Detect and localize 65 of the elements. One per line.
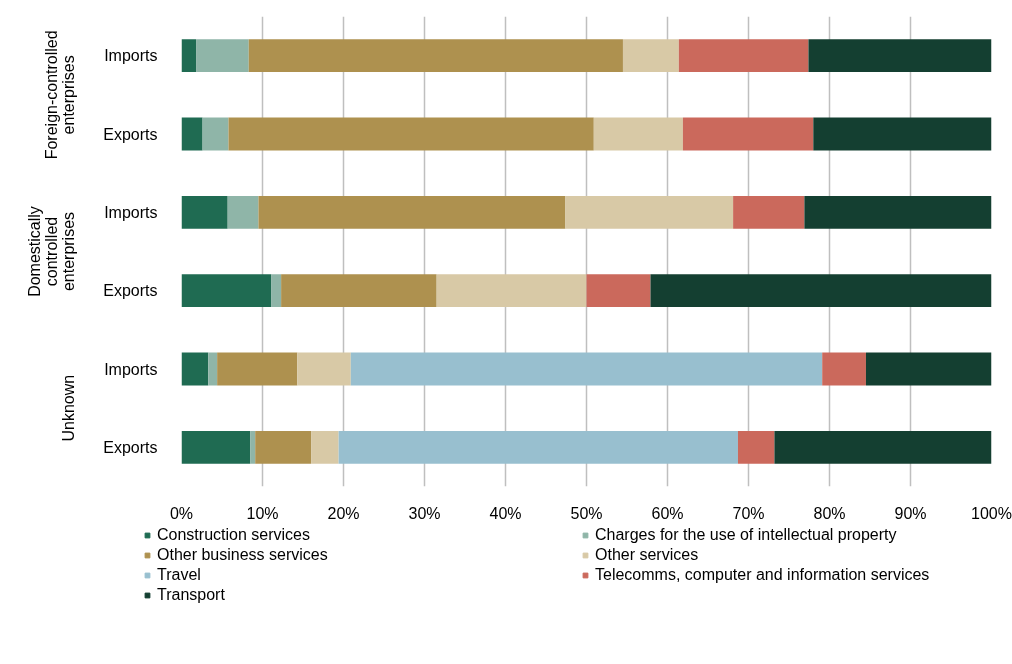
legend-label: Other services [595,546,700,564]
y-tick-label: Exports [103,282,158,300]
bar [678,39,809,73]
x-tick-label: 100% [971,504,1012,522]
bar [865,352,992,386]
bar [804,195,992,229]
x-tick-label: 40% [489,504,522,522]
text: Unknown [59,374,77,442]
bar [202,117,229,151]
bar [586,274,651,308]
bar [808,39,992,73]
x-tick-label: 80% [813,504,846,522]
x-tick-label: 70% [732,504,765,522]
bar [255,430,312,464]
legend-label: Construction services [157,526,311,544]
y-tick-label: Exports [103,438,158,456]
bar [181,39,197,73]
bar [593,117,683,151]
bar [565,195,734,229]
bar [196,39,249,73]
bar [258,195,566,229]
bar [774,430,992,464]
bar [250,430,256,464]
legend-label: Telecomms, computer and information services [595,566,931,584]
bar [181,117,203,151]
x-tick-label: 30% [408,504,441,522]
bar [248,39,623,73]
bar [217,352,298,386]
bar [271,274,282,308]
bar [281,274,437,308]
legend-label: Other business services [157,546,329,564]
y-tick-label: Imports [104,47,158,65]
y-tick-label: Exports [103,125,158,143]
bar [228,117,594,151]
bar [311,430,339,464]
bar [822,352,866,386]
x-tick-label: 10% [246,504,279,522]
bar [181,195,228,229]
bar [181,430,251,464]
legend-label: Charges for the use of intellectual property [595,526,898,544]
x-tick-label: 60% [651,504,684,522]
x-tick-label: 90% [894,504,927,522]
bar [737,430,775,464]
legend-label: Transport [157,586,226,604]
bar [208,352,218,386]
text: Foreign-controlled enterprises [42,30,77,160]
x-tick-label: 0% [169,504,194,522]
text: Domestically controlled enterprises [25,206,77,297]
bar [436,274,587,308]
legend-label: Travel [157,566,202,584]
bar [733,195,805,229]
bar [181,274,272,308]
x-tick-label: 50% [570,504,603,522]
y-tick-label: Imports [104,360,158,378]
bar [350,352,823,386]
bar [227,195,259,229]
bar [682,117,814,151]
bar [181,352,209,386]
bar [297,352,351,386]
bar [650,274,992,308]
bar [338,430,738,464]
bar [813,117,992,151]
y-tick-label: Imports [104,203,158,221]
x-tick-label: 20% [327,504,360,522]
bar [622,39,679,73]
